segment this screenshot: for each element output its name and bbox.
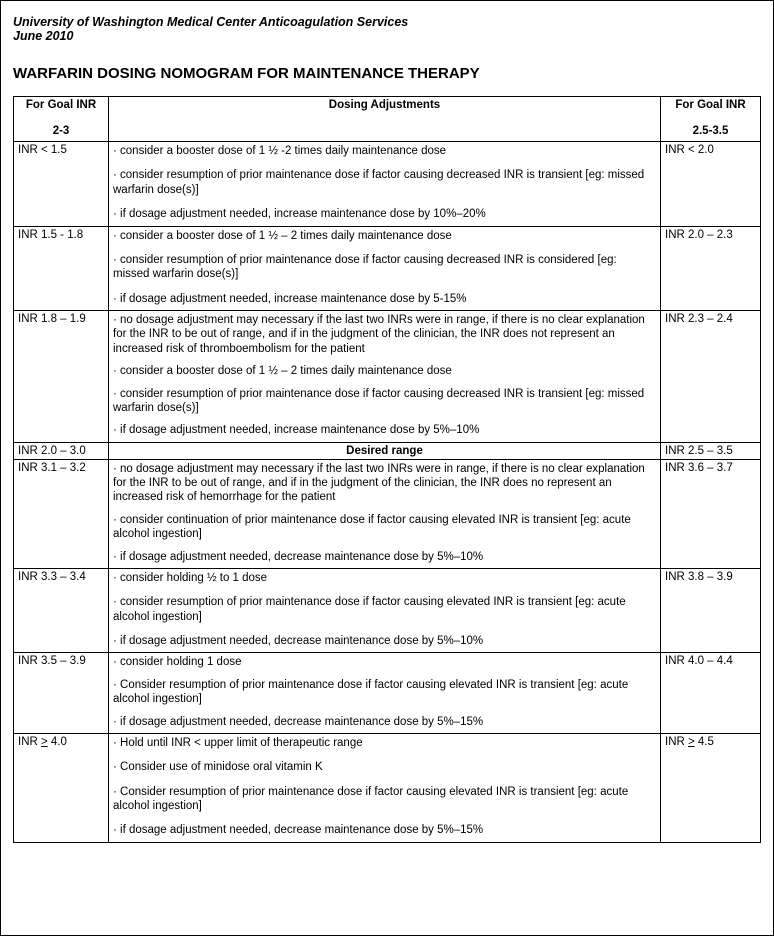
adjustments-cell: · consider holding 1 dose · Consider res… [109,653,661,734]
range-right: INR 3.6 – 3.7 [661,459,761,568]
range-left: INR 3.1 – 3.2 [14,459,109,568]
table-row: INR 1.8 – 1.9 · no dosage adjustment may… [14,311,761,443]
adjustment-bullet: · consider a booster dose of 1 ½ – 2 tim… [113,229,656,243]
range-right: INR 2.0 – 2.3 [661,226,761,311]
range-left: INR < 1.5 [14,142,109,227]
header-left-value: 2-3 [18,125,104,137]
range-right: INR 4.0 – 4.4 [661,653,761,734]
adjustment-bullet: · if dosage adjustment needed, decrease … [113,550,656,564]
table-row: INR 3.3 – 3.4 · consider holding ½ to 1 … [14,568,761,653]
range-right-op: > [688,736,695,748]
adjustments-cell: · consider a booster dose of 1 ½ – 2 tim… [109,226,661,311]
adjustment-bullet: · consider continuation of prior mainten… [113,513,656,542]
desired-range-row: INR 2.0 – 3.0 Desired range INR 2.5 – 3.… [14,442,761,459]
nomogram-table: For Goal INR 2-3 Dosing Adjustments For … [13,96,761,843]
adjustment-bullet: · consider holding 1 dose [113,655,656,669]
header-date: June 2010 [13,29,761,43]
adjustment-bullet: · consider holding ½ to 1 dose [113,571,656,585]
adjustment-bullet: · if dosage adjustment needed, increase … [113,292,656,306]
adjustment-bullet: · if dosage adjustment needed, decrease … [113,823,656,837]
page-title: WARFARIN DOSING NOMOGRAM FOR MAINTENANCE… [13,65,761,82]
adjustment-bullet: · consider resumption of prior maintenan… [113,387,656,416]
header-left-label: For Goal INR [26,99,96,111]
table-row: INR 1.5 - 1.8 · consider a booster dose … [14,226,761,311]
header-mid-label: Dosing Adjustments [329,99,440,111]
range-right: INR 2.3 – 2.4 [661,311,761,443]
desired-right: INR 2.5 – 3.5 [661,442,761,459]
adjustment-bullet: · if dosage adjustment needed, increase … [113,423,656,437]
adjustment-bullet: · no dosage adjustment may necessary if … [113,462,656,505]
range-left: INR 1.5 - 1.8 [14,226,109,311]
adjustment-bullet: · if dosage adjustment needed, decrease … [113,715,656,729]
table-row: INR 3.1 – 3.2 · no dosage adjustment may… [14,459,761,568]
header-right-value: 2.5-3.5 [665,125,756,137]
page-frame: University of Washington Medical Center … [0,0,774,936]
adjustment-bullet: · consider resumption of prior maintenan… [113,168,656,197]
table-header-row: For Goal INR 2-3 Dosing Adjustments For … [14,97,761,142]
range-right-post: 4.5 [695,736,714,748]
range-right-pre: INR [665,736,688,748]
table-row: INR > 4.0 · Hold until INR < upper limit… [14,733,761,842]
header-org: University of Washington Medical Center … [13,15,761,29]
table-row: INR < 1.5 · consider a booster dose of 1… [14,142,761,227]
adjustments-cell: · consider holding ½ to 1 dose · conside… [109,568,661,653]
adjustment-bullet: · consider a booster dose of 1 ½ -2 time… [113,144,656,158]
adjustment-bullet: · Consider resumption of prior maintenan… [113,785,656,814]
adjustment-bullet: · if dosage adjustment needed, decrease … [113,634,656,648]
table-row: INR 3.5 – 3.9 · consider holding 1 dose … [14,653,761,734]
adjustment-bullet: · consider resumption of prior maintenan… [113,595,656,624]
desired-left: INR 2.0 – 3.0 [14,442,109,459]
header-left: For Goal INR 2-3 [14,97,109,142]
range-left: INR 3.3 – 3.4 [14,568,109,653]
range-left: INR 3.5 – 3.9 [14,653,109,734]
header-mid: Dosing Adjustments [109,97,661,142]
adjustment-bullet: · no dosage adjustment may necessary if … [113,313,656,356]
range-right: INR > 4.5 [661,733,761,842]
range-right: INR < 2.0 [661,142,761,227]
range-right: INR 3.8 – 3.9 [661,568,761,653]
adjustment-bullet: · Consider resumption of prior maintenan… [113,678,656,707]
adjustment-bullet: · consider resumption of prior maintenan… [113,253,656,282]
adjustment-bullet: · Hold until INR < upper limit of therap… [113,736,656,750]
range-left: INR > 4.0 [14,733,109,842]
adjustment-bullet: · if dosage adjustment needed, increase … [113,207,656,221]
adjustments-cell: · no dosage adjustment may necessary if … [109,459,661,568]
adjustments-cell: · consider a booster dose of 1 ½ -2 time… [109,142,661,227]
range-left-pre: INR [18,736,41,748]
adjustments-cell: · no dosage adjustment may necessary if … [109,311,661,443]
range-left-post: 4.0 [48,736,67,748]
adjustment-bullet: · consider a booster dose of 1 ½ – 2 tim… [113,364,656,378]
range-left: INR 1.8 – 1.9 [14,311,109,443]
adjustments-cell: · Hold until INR < upper limit of therap… [109,733,661,842]
adjustment-bullet: · Consider use of minidose oral vitamin … [113,760,656,774]
header-right-label: For Goal INR [675,99,745,111]
header-right: For Goal INR 2.5-3.5 [661,97,761,142]
desired-mid: Desired range [109,442,661,459]
range-left-op: > [41,736,48,748]
